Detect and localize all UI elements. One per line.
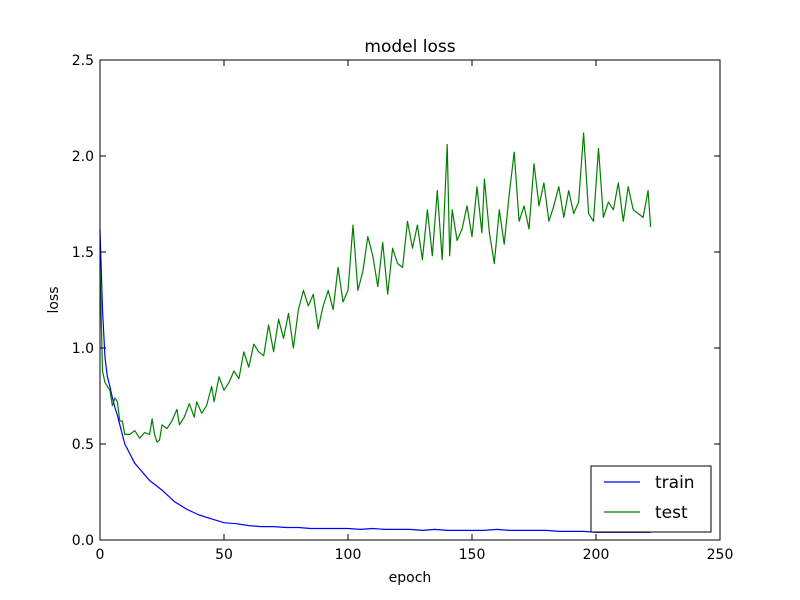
y-axis-label: loss: [46, 286, 62, 313]
series-layer: [99, 132, 652, 533]
x-axis-label: epoch: [389, 570, 432, 586]
series-line-test: [99, 132, 652, 443]
y-tick-label: 0.5: [72, 437, 94, 453]
legend-label-train: train: [655, 473, 695, 493]
x-tick-label: 0: [96, 547, 105, 563]
x-tick-label: 150: [459, 547, 486, 563]
legend-label-test: test: [655, 503, 688, 523]
plot-frame: [99, 59, 721, 541]
y-tick-label: 0.0: [72, 533, 94, 549]
x-tick-label: 250: [707, 547, 734, 563]
x-tick-label: 100: [335, 547, 362, 563]
y-tick-label: 1.5: [72, 245, 94, 261]
x-tick-label: 200: [583, 547, 610, 563]
legend: train test: [590, 465, 712, 533]
y-tick-label: 2.5: [72, 53, 94, 69]
y-tick-label: 1.0: [72, 341, 94, 357]
legend-box: [590, 465, 712, 533]
chart-title: model loss: [364, 37, 455, 57]
series-line-train: [99, 228, 651, 533]
x-tick-label: 50: [215, 547, 233, 563]
y-tick-label: 2.0: [72, 149, 94, 165]
